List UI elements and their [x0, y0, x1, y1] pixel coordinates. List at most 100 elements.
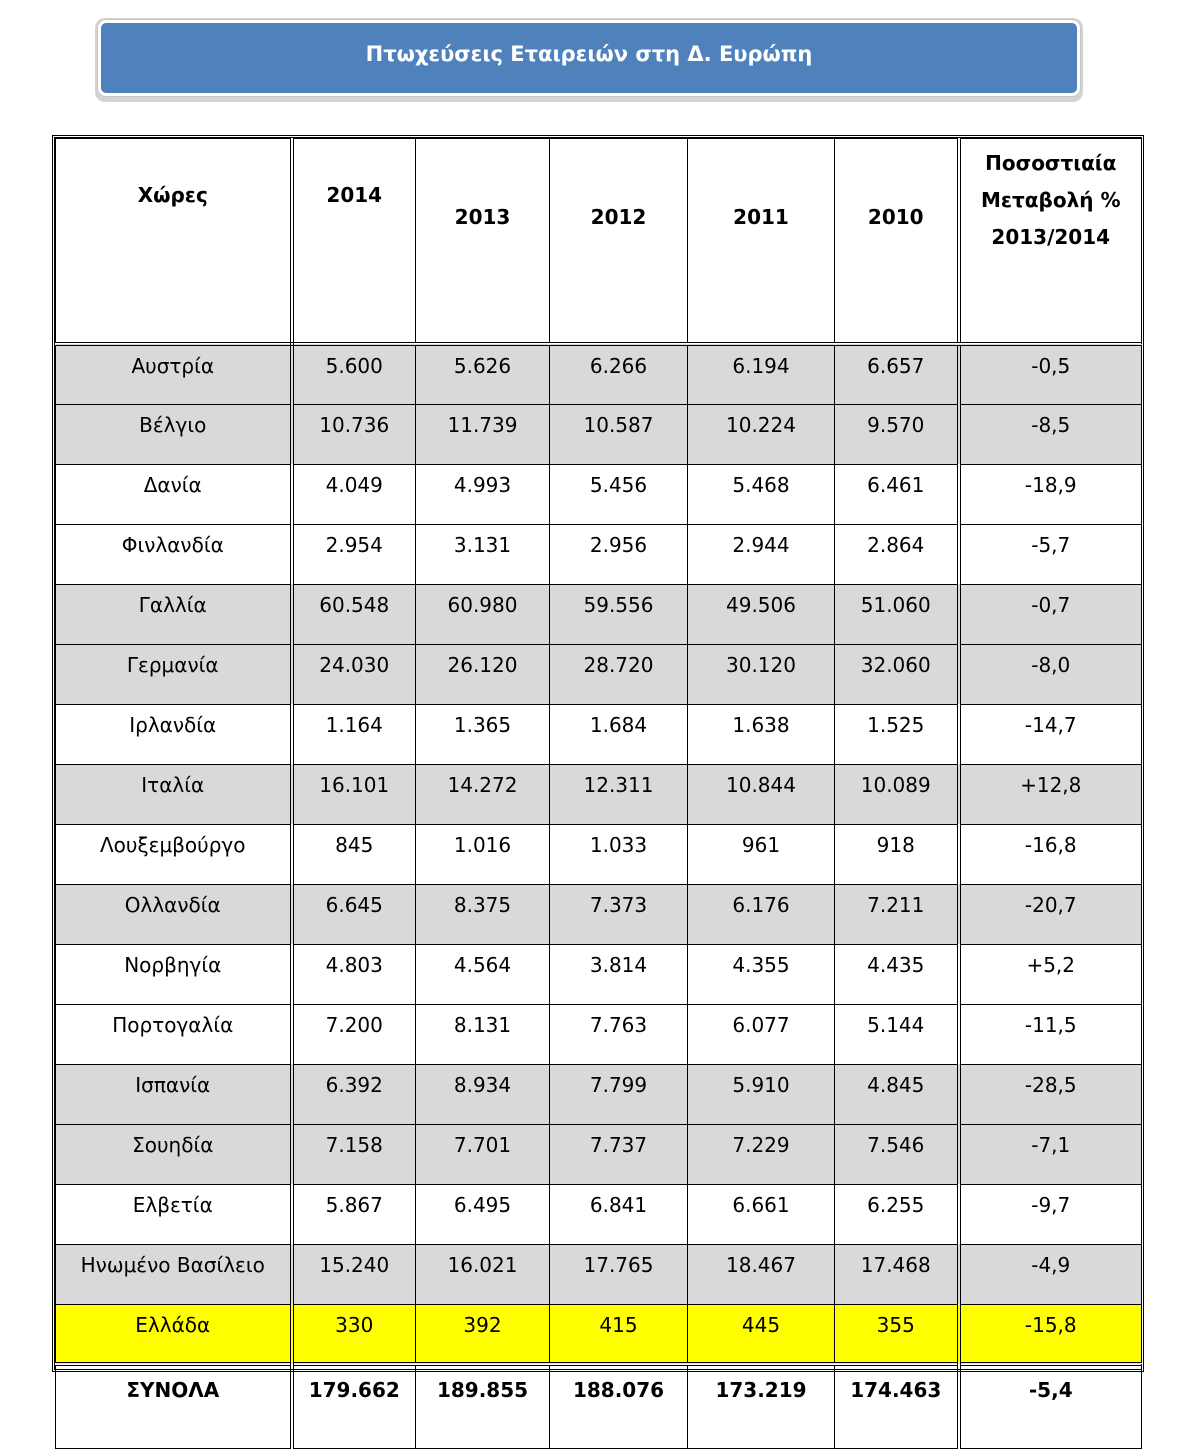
value-2011: 5.910 — [687, 1063, 835, 1125]
pct-change: +12,8 — [956, 763, 1142, 825]
value-2013: 11.739 — [415, 403, 550, 465]
totals-2011: 173.219 — [687, 1362, 835, 1449]
table-row: Ηνωμένο Βασίλειο 15.240 16.021 17.765 18.467… — [55, 1243, 1142, 1305]
value-2014: 7.200 — [291, 1003, 416, 1065]
value-2012: 7.737 — [549, 1123, 688, 1185]
value-2012: 59.556 — [549, 583, 688, 645]
value-2014: 5.867 — [291, 1183, 416, 1245]
country-cell: Ελλάδα — [55, 1303, 294, 1365]
value-2011: 6.077 — [687, 1003, 835, 1065]
value-2013: 4.564 — [415, 943, 550, 1005]
value-2012: 10.587 — [549, 403, 688, 465]
value-2010: 17.468 — [834, 1243, 959, 1305]
value-2010: 9.570 — [834, 403, 959, 465]
table-row: Νορβηγία 4.803 4.564 3.814 4.355 4.435 +5,2 — [55, 943, 1142, 1005]
totals-pct: -5,4 — [956, 1362, 1142, 1449]
value-2010: 10.089 — [834, 763, 959, 825]
table-row: Λουξεμβούργο 845 1.016 1.033 961 918 -16,8 — [55, 823, 1142, 885]
country-cell: Πορτογαλία — [55, 1003, 294, 1065]
value-2011: 49.506 — [687, 583, 835, 645]
pct-change: -16,8 — [956, 823, 1142, 885]
pct-change: -8,5 — [956, 403, 1142, 465]
country-cell: Βέλγιο — [55, 403, 294, 465]
table-row: Ελλάδα 330 392 415 445 355 -15,8 — [55, 1303, 1142, 1365]
value-2012: 5.456 — [549, 463, 688, 525]
country-cell: Ηνωμένο Βασίλειο — [55, 1243, 294, 1305]
totals-label: ΣΥΝΟΛΑ — [55, 1362, 294, 1449]
value-2011: 10.844 — [687, 763, 835, 825]
value-2014: 60.548 — [291, 583, 416, 645]
header-2011: 2011 — [687, 138, 835, 346]
pct-change: -11,5 — [956, 1003, 1142, 1065]
pct-change: -14,7 — [956, 703, 1142, 765]
value-2014: 24.030 — [291, 643, 416, 705]
value-2011: 30.120 — [687, 643, 835, 705]
value-2011: 6.176 — [687, 883, 835, 945]
value-2011: 5.468 — [687, 463, 835, 525]
value-2013: 5.626 — [415, 343, 550, 405]
value-2014: 6.645 — [291, 883, 416, 945]
value-2013: 60.980 — [415, 583, 550, 645]
table-row: Ιταλία 16.101 14.272 12.311 10.844 10.089 +12,… — [55, 763, 1142, 825]
pct-change: -7,1 — [956, 1123, 1142, 1185]
value-2013: 1.016 — [415, 823, 550, 885]
value-2014: 10.736 — [291, 403, 416, 465]
value-2013: 16.021 — [415, 1243, 550, 1305]
country-cell: Ισπανία — [55, 1063, 294, 1125]
value-2013: 3.131 — [415, 523, 550, 585]
country-cell: Αυστρία — [55, 343, 294, 405]
pct-change: -5,7 — [956, 523, 1142, 585]
country-cell: Φινλανδία — [55, 523, 294, 585]
country-cell: Γερμανία — [55, 643, 294, 705]
table-row: Ελβετία 5.867 6.495 6.841 6.661 6.255 -9,7 — [55, 1183, 1142, 1245]
table-row: Γερμανία 24.030 26.120 28.720 30.120 32.060 -8… — [55, 643, 1142, 705]
header-pct-line2: Μεταβολή % — [981, 188, 1121, 212]
header-country: Χώρες — [55, 138, 294, 346]
value-2010: 7.211 — [834, 883, 959, 945]
value-2012: 17.765 — [549, 1243, 688, 1305]
pct-change: -18,9 — [956, 463, 1142, 525]
value-2014: 4.049 — [291, 463, 416, 525]
value-2010: 6.657 — [834, 343, 959, 405]
totals-2010: 174.463 — [834, 1362, 959, 1449]
value-2010: 2.864 — [834, 523, 959, 585]
table-row: Σουηδία 7.158 7.701 7.737 7.229 7.546 -7,1 — [55, 1123, 1142, 1185]
country-cell: Ιρλανδία — [55, 703, 294, 765]
pct-change: -20,7 — [956, 883, 1142, 945]
header-2013: 2013 — [415, 138, 550, 346]
value-2013: 8.934 — [415, 1063, 550, 1125]
value-2011: 7.229 — [687, 1123, 835, 1185]
value-2012: 415 — [549, 1303, 688, 1365]
value-2014: 15.240 — [291, 1243, 416, 1305]
table-row: Βέλγιο 10.736 11.739 10.587 10.224 9.570 -8,5 — [55, 403, 1142, 465]
country-cell: Δανία — [55, 463, 294, 525]
value-2013: 392 — [415, 1303, 550, 1365]
value-2010: 1.525 — [834, 703, 959, 765]
value-2011: 445 — [687, 1303, 835, 1365]
value-2014: 2.954 — [291, 523, 416, 585]
value-2014: 330 — [291, 1303, 416, 1365]
value-2012: 28.720 — [549, 643, 688, 705]
value-2014: 7.158 — [291, 1123, 416, 1185]
value-2012: 3.814 — [549, 943, 688, 1005]
value-2014: 6.392 — [291, 1063, 416, 1125]
header-pct-line1: Ποσοστιαία — [985, 151, 1117, 175]
value-2012: 7.373 — [549, 883, 688, 945]
value-2010: 5.144 — [834, 1003, 959, 1065]
value-2013: 6.495 — [415, 1183, 550, 1245]
value-2011: 2.944 — [687, 523, 835, 585]
value-2011: 10.224 — [687, 403, 835, 465]
table-row: Ισπανία 6.392 8.934 7.799 5.910 4.845 -28,5 — [55, 1063, 1142, 1125]
value-2012: 7.799 — [549, 1063, 688, 1125]
value-2013: 8.375 — [415, 883, 550, 945]
country-cell: Ολλανδία — [55, 883, 294, 945]
value-2014: 845 — [291, 823, 416, 885]
value-2012: 6.266 — [549, 343, 688, 405]
table-row: Φινλανδία 2.954 3.131 2.956 2.944 2.864 -5,7 — [55, 523, 1142, 585]
table-body: Αυστρία 5.600 5.626 6.266 6.194 6.657 -0,5 Βέλγ… — [55, 343, 1142, 1365]
value-2010: 7.546 — [834, 1123, 959, 1185]
pct-change: -28,5 — [956, 1063, 1142, 1125]
value-2011: 1.638 — [687, 703, 835, 765]
country-cell: Νορβηγία — [55, 943, 294, 1005]
title-banner: Πτωχεύσεις Εταιρειών στη Δ. Ευρώπη — [98, 20, 1080, 96]
